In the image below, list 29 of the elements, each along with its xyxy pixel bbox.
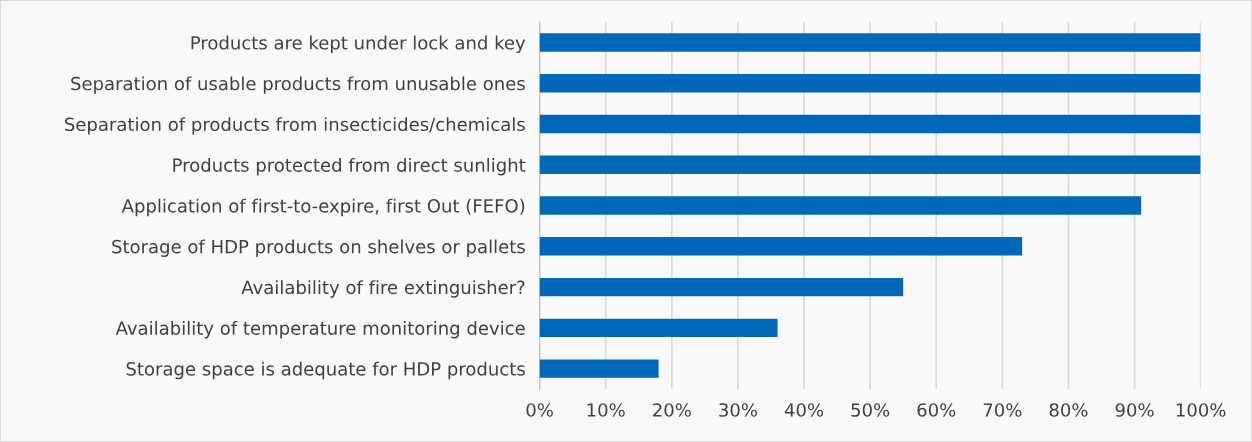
bar: [539, 33, 1201, 52]
x-tick-label: 100%: [1176, 403, 1226, 417]
bar: [539, 196, 1142, 215]
bar: [539, 114, 1201, 134]
x-tick-label: 60%: [917, 403, 956, 417]
x-tick-label: 90%: [1115, 403, 1154, 417]
bar: [539, 359, 659, 378]
bar: [539, 74, 1201, 93]
x-tick-label: 30%: [719, 403, 757, 417]
x-tick-label: 70%: [983, 403, 1022, 417]
y-tick-label: Storage space is adequate for HDP products: [126, 361, 525, 380]
y-tick-label: Availability of temperature monitoring device: [115, 320, 525, 339]
y-tick-label: Separation of usable products from unusable ones: [71, 76, 525, 94]
y-tick-label: Storage of HDP products on shelves or pallets: [112, 239, 525, 257]
x-tick-label: 0%: [526, 403, 553, 417]
y-tick-label: Availability of fire extinguisher?: [241, 280, 525, 298]
y-tick-label: Separation of products from insecticides/chemicals: [65, 117, 525, 135]
bar: [539, 277, 904, 297]
x-tick-label: 40%: [784, 403, 824, 417]
y-tick-label: Products protected from direct sunlight: [173, 157, 526, 176]
x-tick-label: 10%: [587, 403, 625, 417]
y-tick-label: Products are kept under lock and key: [191, 35, 526, 54]
x-tick-label: 20%: [653, 403, 691, 417]
y-tick-label: Application of first-to-expire, first Out (FEFO): [121, 198, 525, 217]
bar: [539, 318, 778, 337]
bar: [539, 155, 1201, 174]
bar: [539, 237, 1023, 256]
x-tick-label: 80%: [1049, 403, 1088, 417]
x-tick-label: 50%: [851, 403, 890, 417]
